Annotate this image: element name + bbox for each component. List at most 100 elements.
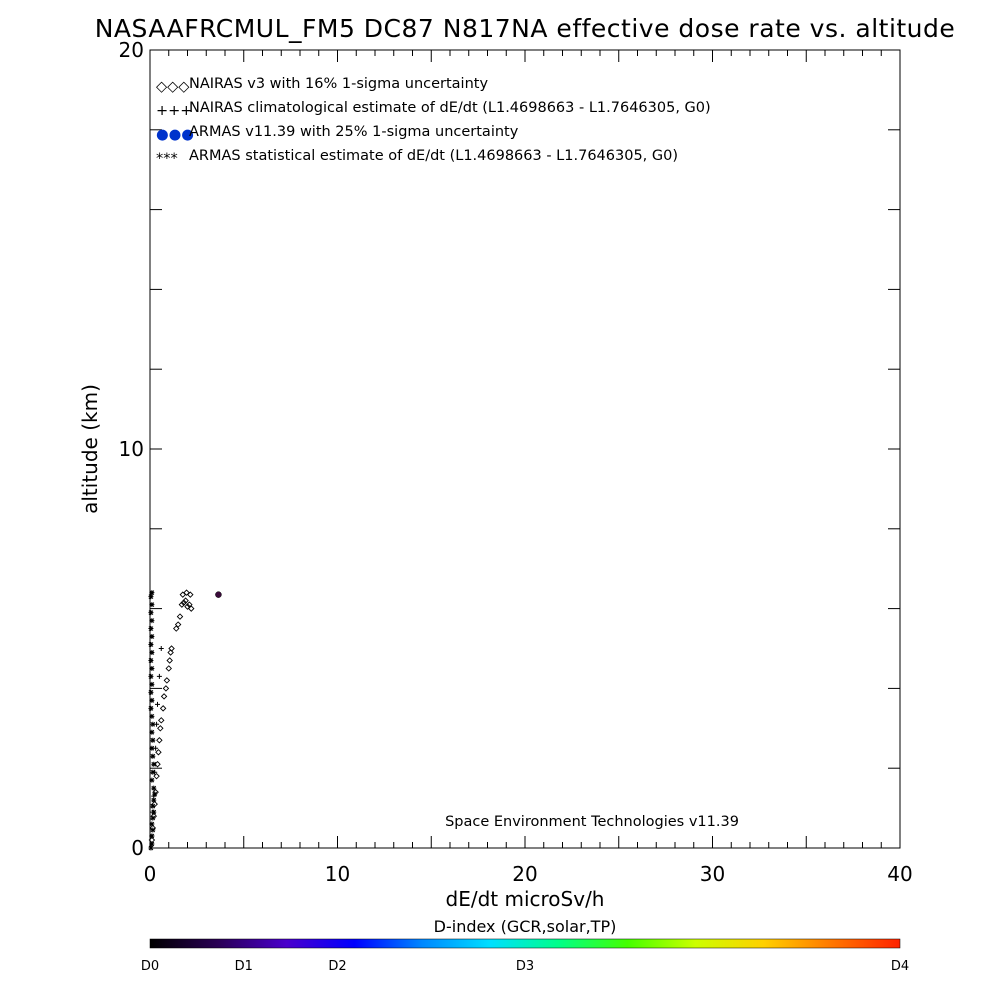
data-point-nairas xyxy=(182,597,189,604)
colorbar-label: D3 xyxy=(516,959,534,974)
data-point-nairas xyxy=(151,800,158,808)
data-point-armas-stat xyxy=(149,618,155,624)
data-point-armas-stat xyxy=(150,815,156,821)
data-point-armas-stat xyxy=(149,665,155,671)
data-point-nairas xyxy=(165,665,172,672)
data-point-armas-stat xyxy=(149,634,155,640)
data-point-nairas xyxy=(155,749,162,756)
data-point-armas-stat xyxy=(148,705,154,711)
data-point-armas-stat xyxy=(149,833,155,839)
data-point-armas-stat xyxy=(150,769,156,775)
x-tick-label: 30 xyxy=(700,862,725,886)
colorbar-label: D2 xyxy=(328,959,346,974)
data-point-nairas xyxy=(162,685,170,692)
data-point-nairas-clim xyxy=(155,701,160,707)
data-point-armas-stat xyxy=(149,841,155,847)
data-point-nairas xyxy=(157,725,164,732)
data-point-nairas xyxy=(166,657,173,664)
data-point-nairas xyxy=(168,645,175,652)
x-tick-label: 40 xyxy=(887,862,912,886)
data-point-nairas xyxy=(178,601,186,608)
data-point-armas-stat xyxy=(149,697,155,703)
annotation-text: Space Environment Technologies v11.39 xyxy=(445,814,739,830)
data-point-nairas xyxy=(186,601,193,608)
legend-marker: ◇◇◇ xyxy=(156,79,190,95)
data-point-armas-stat xyxy=(151,797,157,803)
tick-labels: 0 10 20 30 40 0 10 20 xyxy=(119,38,913,886)
data-point-nairas-clim xyxy=(158,646,164,651)
plot-frame xyxy=(149,49,901,849)
data-point-nairas xyxy=(153,772,160,780)
data-point-armas-stat xyxy=(150,721,156,727)
data-point-nairas xyxy=(167,649,174,656)
data-point-armas-stat xyxy=(150,803,156,809)
data-point-armas-stat xyxy=(149,602,155,608)
data-point-nairas xyxy=(174,621,182,628)
legend-entry: ARMAS v11.39 with 25% 1-sigma uncertaint… xyxy=(189,124,519,140)
legend-marker: ●●● xyxy=(156,127,194,143)
data-point-armas-stat xyxy=(151,761,157,767)
x-tick-label: 0 xyxy=(144,862,157,886)
colorbar-labels: D0 D1 D2 D3 D4 xyxy=(141,959,909,974)
data-point-armas-stat xyxy=(148,657,154,663)
data-point-nairas xyxy=(173,625,180,632)
data-point-armas-stat xyxy=(149,713,155,719)
y-tick-label: 20 xyxy=(119,38,144,62)
data-point-nairas xyxy=(176,613,184,620)
data-point-armas-stat xyxy=(149,590,155,596)
data-point-armas-stat xyxy=(150,753,156,759)
y-tick-label: 10 xyxy=(119,437,144,461)
data-point-armas xyxy=(215,591,222,598)
data-point-armas-stat xyxy=(151,809,157,815)
axis-ticks xyxy=(149,49,901,849)
colorbar xyxy=(149,938,901,949)
colorbar-label: D4 xyxy=(891,959,909,974)
x-tick-label: 20 xyxy=(512,862,537,886)
x-axis-title: dE/dt microSv/h xyxy=(446,887,605,911)
y-tick-label: 0 xyxy=(131,836,144,860)
data-point-nairas xyxy=(180,599,187,606)
data-point-armas-stat xyxy=(152,791,158,797)
legend-entry: NAIRAS v3 with 16% 1-sigma uncertainty xyxy=(189,76,488,92)
data-point-nairas xyxy=(160,693,168,700)
data-point-armas-stat xyxy=(149,745,155,751)
data-point-nairas-clim xyxy=(156,673,162,679)
data-point-nairas xyxy=(159,705,167,712)
data-series xyxy=(148,589,222,851)
data-point-armas-stat xyxy=(150,827,156,833)
data-point-armas-stat xyxy=(149,777,155,783)
data-point-armas-stat xyxy=(150,737,156,743)
data-point-armas-stat xyxy=(149,821,155,827)
data-point-armas-stat xyxy=(149,649,155,655)
data-point-armas-stat xyxy=(148,689,154,695)
data-point-nairas xyxy=(158,717,165,724)
data-point-nairas xyxy=(187,591,194,598)
data-point-nairas xyxy=(188,605,195,612)
legend-entry: ARMAS statistical estimate of dE/dt (L1.… xyxy=(189,148,678,164)
data-point-nairas xyxy=(163,677,171,684)
chart-title: NASAAFRCMUL_FM5 DC87 N817NA effective do… xyxy=(95,14,956,43)
y-axis-title: altitude (km) xyxy=(78,384,102,514)
data-point-armas-stat xyxy=(148,673,154,679)
colorbar-label: D0 xyxy=(141,959,159,974)
colorbar-title: D-index (GCR,solar,TP) xyxy=(434,917,617,936)
colorbar-label: D1 xyxy=(235,959,253,974)
data-point-nairas xyxy=(154,760,161,768)
data-point-nairas xyxy=(184,603,191,610)
data-point-nairas xyxy=(156,737,163,744)
legend: ◇◇◇ NAIRAS v3 with 16% 1-sigma uncertaint… xyxy=(156,76,711,167)
data-point-armas-stat xyxy=(148,845,154,851)
data-point-armas-stat xyxy=(148,626,154,632)
legend-marker: *** xyxy=(156,151,178,167)
legend-marker: +++ xyxy=(156,103,192,119)
data-point-armas-stat xyxy=(149,729,155,735)
x-tick-label: 10 xyxy=(325,862,350,886)
data-point-armas-stat xyxy=(149,681,155,687)
data-point-armas-stat xyxy=(151,785,157,791)
data-point-armas-stat xyxy=(148,610,154,616)
data-point-nairas xyxy=(183,589,190,596)
legend-entry: NAIRAS climatological estimate of dE/dt … xyxy=(189,100,711,116)
data-point-armas-stat xyxy=(148,642,154,648)
data-point-armas-stat xyxy=(148,594,154,600)
